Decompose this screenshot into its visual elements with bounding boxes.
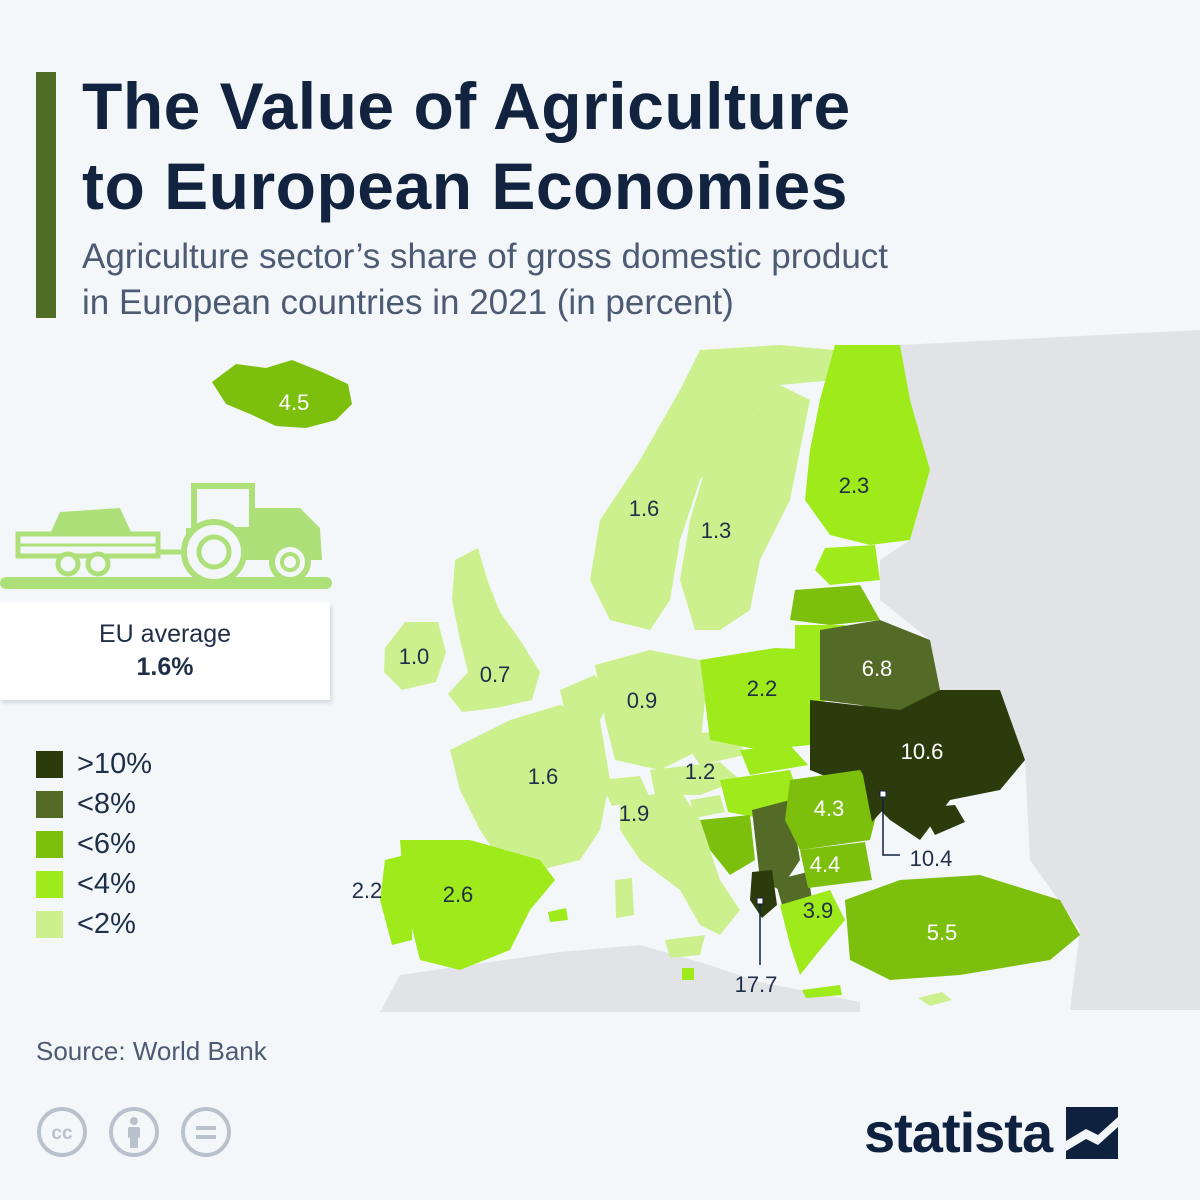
legend-item: <6%	[36, 824, 152, 864]
subtitle-line-2: in European countries in 2021 (in percen…	[82, 283, 734, 322]
legend-label: <4%	[77, 867, 136, 900]
region-bulgaria	[800, 842, 872, 888]
region-uk	[448, 548, 540, 712]
region-ireland	[384, 622, 446, 690]
marker-albania	[756, 897, 764, 905]
svg-text:cc: cc	[51, 1123, 73, 1144]
cyprus-region	[918, 992, 952, 1006]
region-romania	[785, 770, 880, 850]
region-poland	[700, 648, 825, 750]
statista-logo-icon	[1066, 1106, 1119, 1159]
page-title: The Value of Agriculture to European Eco…	[82, 66, 1162, 226]
region-france	[450, 705, 610, 870]
region-austria	[650, 762, 740, 795]
label-moldova: 10.4	[910, 846, 953, 871]
attribution-icon[interactable]	[108, 1106, 160, 1158]
legend-swatch	[36, 870, 63, 898]
no-derivatives-icon[interactable]	[180, 1106, 232, 1158]
region-moldova	[862, 765, 892, 822]
statista-wordmark: statista	[864, 1101, 1053, 1164]
source-note: Source: World Bank	[36, 1036, 267, 1066]
region-crimea	[920, 805, 965, 835]
region-sicily	[665, 935, 705, 958]
label-norway: 1.6	[629, 496, 660, 521]
region-balearics	[548, 908, 568, 922]
eu-average-label: EU average	[98, 620, 232, 648]
label-iceland: 4.5	[279, 390, 310, 415]
license-icons: cc	[36, 1106, 252, 1158]
label-uk: 0.7	[480, 662, 511, 687]
region-albania	[750, 870, 777, 918]
legend-swatch	[36, 750, 63, 778]
creative-commons-icon[interactable]: cc	[36, 1106, 88, 1158]
region-sardinia	[615, 878, 634, 918]
region-croatia-bosnia	[700, 815, 755, 875]
title-line-1: The Value of Agriculture	[82, 69, 851, 143]
region-sweden	[680, 385, 810, 630]
subtitle-line-1: Agriculture sector’s share of gross dome…	[82, 237, 889, 276]
eu-average-value: 1.6%	[136, 653, 194, 681]
region-baltics-north	[815, 545, 880, 585]
region-slovakia	[740, 745, 808, 775]
title-line-2: to European Economies	[82, 149, 848, 223]
legend-swatch	[36, 910, 63, 938]
region-benelux	[560, 675, 610, 720]
label-bulgaria: 4.4	[810, 852, 841, 877]
label-austria: 1.2	[685, 759, 716, 784]
label-romania: 4.3	[814, 796, 845, 821]
region-turkey	[845, 875, 1080, 980]
legend-item: >10%	[36, 744, 152, 784]
region-ukraine	[810, 690, 1025, 840]
legend: >10% <8% <6% <4% <2%	[36, 744, 152, 944]
legend-swatch	[36, 790, 63, 818]
region-italy	[620, 790, 740, 935]
legend-item: <4%	[36, 864, 152, 904]
marker-moldova	[879, 790, 887, 798]
label-greece: 3.9	[803, 898, 834, 923]
label-portugal: 2.2	[352, 878, 383, 903]
region-norway	[590, 345, 835, 630]
region-finland	[805, 345, 930, 545]
russia-region	[880, 330, 1200, 1010]
label-germany: 0.9	[627, 688, 658, 713]
tractor-illustration	[0, 483, 332, 589]
region-malta	[682, 968, 694, 980]
page-subtitle: Agriculture sector’s share of gross dome…	[82, 234, 1162, 326]
title-accent-bar	[36, 72, 56, 318]
legend-label: <8%	[77, 787, 136, 820]
label-spain: 2.6	[443, 882, 474, 907]
region-germany	[595, 650, 705, 770]
north-africa-region	[380, 945, 860, 1012]
region-baltics-mid	[790, 585, 880, 625]
legend-swatch	[36, 830, 63, 858]
label-finland: 2.3	[839, 473, 870, 498]
region-slovenia	[690, 795, 725, 818]
region-crete	[802, 985, 842, 998]
region-greece	[780, 890, 845, 975]
legend-label: >10%	[77, 747, 152, 780]
label-belarus: 6.8	[862, 656, 893, 681]
region-macedonia	[775, 872, 812, 905]
eu-average-box: EU average 1.6%	[0, 602, 330, 700]
region-spain	[400, 840, 555, 970]
label-turkey: 5.5	[927, 920, 958, 945]
legend-label: <2%	[77, 907, 136, 940]
label-sweden: 1.3	[701, 518, 732, 543]
label-ukraine: 10.6	[901, 739, 944, 764]
region-iceland	[212, 360, 352, 428]
label-italy: 1.9	[619, 801, 650, 826]
legend-label: <6%	[77, 827, 136, 860]
label-ireland: 1.0	[399, 644, 430, 669]
label-france: 1.6	[528, 764, 559, 789]
region-portugal	[380, 855, 412, 945]
legend-item: <8%	[36, 784, 152, 824]
label-poland: 2.2	[747, 676, 778, 701]
region-belarus	[820, 620, 940, 715]
legend-item: <2%	[36, 904, 152, 944]
leader-line-moldova	[882, 795, 900, 856]
label-albania: 17.7	[735, 972, 778, 997]
statista-brand: statista	[864, 1100, 1120, 1165]
